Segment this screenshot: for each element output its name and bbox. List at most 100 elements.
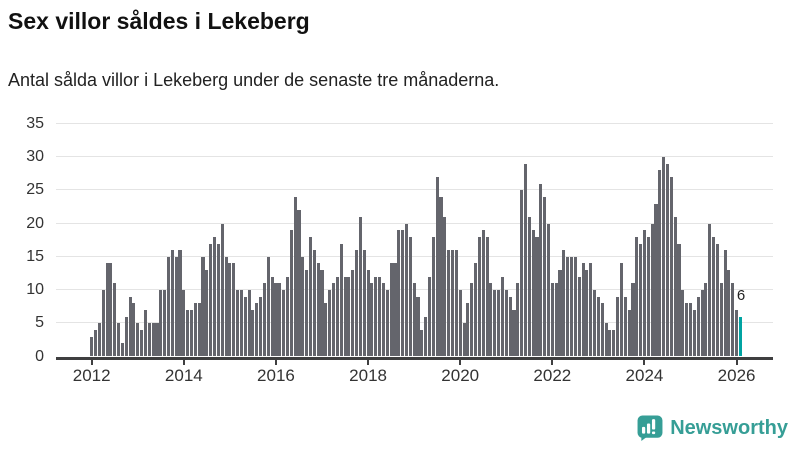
bar-month (596, 296, 600, 357)
bar-month (658, 170, 662, 357)
bar-month (147, 323, 151, 357)
bar-month (527, 216, 531, 357)
bar-month (232, 263, 236, 357)
bar-month (543, 197, 547, 357)
bar-month (458, 290, 462, 357)
x-axis-label-2020: 2020 (441, 366, 480, 385)
bar-month (270, 276, 274, 357)
bar-month (178, 250, 182, 357)
bar-month (404, 223, 409, 357)
bar-month (266, 256, 270, 357)
page-title: Sex villor såldes i Lekeberg (8, 8, 310, 34)
bar-month (562, 250, 566, 357)
bar-month (489, 283, 493, 357)
bar-month (297, 210, 301, 357)
bar-month (189, 309, 194, 357)
bar-month (397, 230, 401, 357)
bar-month (450, 250, 455, 357)
bar-month (708, 223, 712, 357)
bar-month (569, 256, 574, 357)
bar-month (481, 230, 485, 357)
bar-month (454, 250, 458, 357)
bar-month (366, 270, 370, 357)
bar-month (224, 256, 228, 357)
bar-month (500, 276, 504, 357)
bar-month (715, 243, 719, 357)
bar-month (182, 290, 186, 357)
bar-month (136, 323, 140, 357)
highlight-value-label: 6 (736, 287, 746, 304)
bar-month (688, 303, 693, 357)
bar-month (201, 256, 205, 357)
bar-month (420, 329, 424, 357)
bar-month (170, 250, 174, 357)
bar-month (282, 290, 286, 357)
y-axis-label-10: 10 (26, 281, 44, 299)
x-axis-line (56, 356, 773, 360)
bar-month (312, 250, 316, 357)
bar-month (351, 270, 355, 357)
bar-month (619, 263, 623, 357)
bar-month (654, 203, 658, 357)
bar-month (389, 263, 393, 357)
x-axis-label-2024: 2024 (625, 366, 664, 385)
bar-month (155, 323, 159, 357)
bar-month (669, 177, 673, 357)
bar-month (293, 197, 297, 357)
bar-month (331, 283, 336, 357)
bar-month (462, 323, 466, 357)
bar-month (635, 236, 639, 357)
bar-month (554, 283, 558, 357)
bar-month (550, 283, 554, 357)
gridline-y-25 (56, 189, 773, 191)
x-axis-label-2022: 2022 (533, 366, 572, 385)
bar-month (608, 329, 612, 357)
bar-month (593, 290, 597, 357)
bar-month (209, 243, 213, 357)
bar-month (247, 290, 251, 357)
bar-month (197, 303, 201, 357)
bar-month (166, 256, 171, 357)
bar-month (128, 296, 132, 357)
x-axis-tick-2014 (182, 359, 185, 365)
bar-month (535, 236, 539, 357)
bar-current-highlight (738, 316, 742, 357)
bar-month (504, 290, 508, 357)
bar-month (447, 250, 451, 357)
x-axis-tick-2016 (274, 359, 277, 365)
newsworthy-logo[interactable]: Newsworthy (637, 415, 788, 441)
bar-month (665, 163, 670, 357)
bar-month (439, 197, 443, 357)
bar-month (140, 329, 144, 357)
bar-month (335, 276, 339, 357)
bar-month (105, 263, 109, 357)
bar-month (581, 263, 585, 357)
bar-month (546, 223, 551, 357)
x-axis-tick-2018 (367, 359, 370, 365)
bar-month (236, 290, 240, 357)
x-axis-label-2016: 2016 (257, 366, 295, 385)
bar-month (97, 323, 101, 357)
bar-month (90, 336, 94, 357)
bar-month (355, 250, 359, 357)
gridline-y-30 (56, 156, 773, 158)
bar-month (589, 263, 593, 357)
bar-month (243, 296, 247, 357)
bar-month (289, 230, 293, 357)
bar-month (343, 276, 347, 357)
bar-month (174, 256, 178, 357)
bar-month (412, 283, 416, 357)
bar-month (497, 290, 501, 357)
bar-month (205, 270, 209, 357)
bar-month (93, 329, 98, 357)
bar-month (508, 296, 512, 357)
bar-month (101, 290, 105, 357)
bar-month (216, 243, 220, 357)
bar-month (120, 343, 124, 357)
x-axis-tick-2026 (735, 359, 738, 365)
x-axis-tick-2012 (90, 359, 93, 365)
bar-month (308, 236, 313, 357)
bar-month (251, 309, 255, 357)
bar-month (696, 296, 700, 357)
